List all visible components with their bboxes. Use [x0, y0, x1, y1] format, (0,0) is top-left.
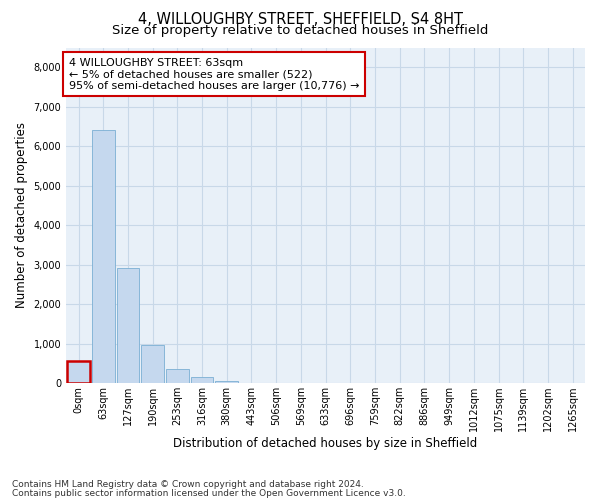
Bar [166, 368, 189, 383]
X-axis label: Distribution of detached houses by size in Sheffield: Distribution of detached houses by size … [173, 437, 478, 450]
Bar [191, 378, 214, 383]
Bar [215, 380, 238, 383]
Text: Contains HM Land Registry data © Crown copyright and database right 2024.: Contains HM Land Registry data © Crown c… [12, 480, 364, 489]
Text: 4, WILLOUGHBY STREET, SHEFFIELD, S4 8HT: 4, WILLOUGHBY STREET, SHEFFIELD, S4 8HT [137, 12, 463, 28]
Y-axis label: Number of detached properties: Number of detached properties [15, 122, 28, 308]
Text: Size of property relative to detached houses in Sheffield: Size of property relative to detached ho… [112, 24, 488, 37]
Text: Contains public sector information licensed under the Open Government Licence v3: Contains public sector information licen… [12, 489, 406, 498]
Bar [141, 345, 164, 383]
Text: 4 WILLOUGHBY STREET: 63sqm
← 5% of detached houses are smaller (522)
95% of semi: 4 WILLOUGHBY STREET: 63sqm ← 5% of detac… [69, 58, 359, 91]
Bar [116, 268, 139, 383]
Bar [92, 130, 115, 383]
Bar [67, 362, 90, 383]
